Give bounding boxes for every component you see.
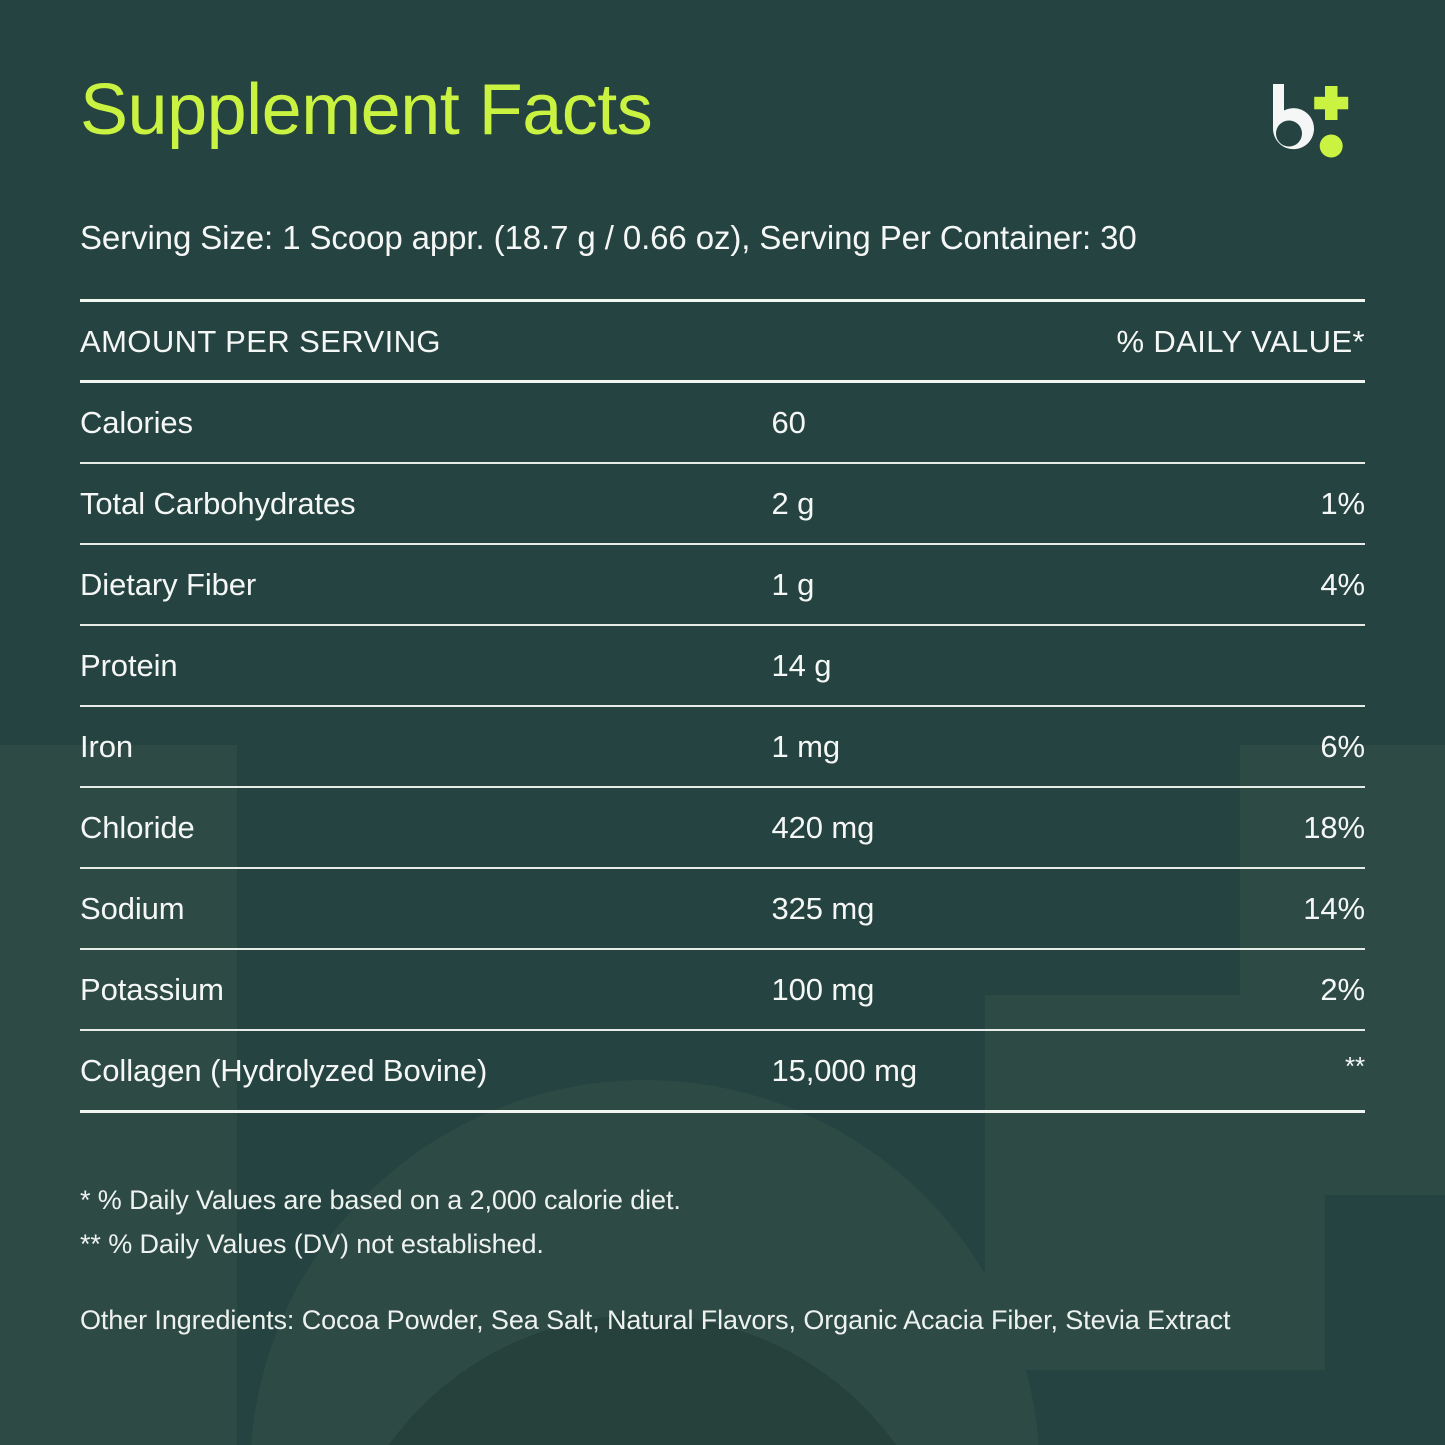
b-plus-logo [1269,84,1361,164]
label-content: Supplement Facts Serving Size: 1 Scoop a… [80,0,1365,1342]
table-row: Total Carbohydrates 2 g 1% [80,463,1365,544]
nutrient-name: Calories [80,405,193,440]
table-row: Chloride 420 mg 18% [80,787,1365,868]
other-ingredients: Other Ingredients: Cocoa Powder, Sea Sal… [80,1305,1231,1336]
nutrient-name: Sodium [80,891,185,926]
nutrient-amount: 420 mg [771,810,875,845]
table-body: Calories 60 Total Carbohydrates 2 g 1% Dietar… [80,381,1365,1114]
table-row: Sodium 325 mg 14% [80,868,1365,949]
nutrient-name: Chloride [80,810,195,845]
nutrient-name: Collagen (Hydrolyzed Bovine) [80,1053,488,1088]
nutrient-amount: 100 mg [771,972,875,1007]
page-title: Supplement Facts [80,70,653,150]
table-row: Protein 14 g [80,625,1365,706]
nutrient-daily-value: 14% [1303,891,1365,926]
nutrient-daily-value: 1% [1320,486,1365,521]
header-amount-per-serving: AMOUNT PER SERVING [80,324,441,359]
nutrient-daily-value [1116,625,1365,706]
table-row: Dietary Fiber 1 g 4% [80,544,1365,625]
table-header-row: AMOUNT PER SERVING % DAILY VALUE* [80,300,1365,382]
nutrient-amount: 15,000 mg [771,1053,918,1088]
table-row: Calories 60 [80,381,1365,464]
table-bottom-rule-cell [80,1112,1365,1114]
nutrient-name: Iron [80,729,134,764]
nutrient-name: Potassium [80,972,224,1007]
nutrient-daily-value [1116,382,1365,464]
header: Supplement Facts [80,0,1365,164]
table-row: Potassium 100 mg 2% [80,949,1365,1030]
table-row: Collagen (Hydrolyzed Bovine) 15,000 mg ** [80,1030,1365,1112]
nutrient-daily-value: 6% [1320,729,1365,764]
nutrient-amount: 1 g [771,567,815,602]
serving-size-line: Serving Size: 1 Scoop appr. (18.7 g / 0.… [80,219,1137,256]
table-header: AMOUNT PER SERVING % DAILY VALUE* [80,300,1365,382]
nutrient-amount: 2 g [771,486,815,521]
footnote-daily-value: * % Daily Values are based on a 2,000 ca… [80,1185,681,1215]
nutrient-amount: 1 mg [771,729,840,764]
supplement-facts-table: AMOUNT PER SERVING % DAILY VALUE* Calori… [80,299,1365,1114]
footnote-not-established: ** % Daily Values (DV) not established. [80,1228,544,1259]
nutrient-name: Total Carbohydrates [80,486,356,521]
nutrient-daily-value: 18% [1303,810,1365,845]
nutrient-amount: 14 g [771,648,832,683]
nutrient-name: Dietary Fiber [80,567,257,602]
nutrient-name: Protein [80,648,178,683]
header-daily-value: % DAILY VALUE* [1116,324,1365,359]
header-amount-spacer [771,301,1116,382]
nutrient-amount: 60 [771,405,806,440]
nutrient-daily-value: 4% [1320,567,1365,602]
table-bottom-rule [80,1111,1365,1114]
nutrient-amount: 325 mg [771,891,875,926]
footnotes: * % Daily Values are based on a 2,000 ca… [80,1179,1365,1342]
nutrient-daily-value: 2% [1320,972,1365,1007]
table-row: Iron 1 mg 6% [80,706,1365,787]
nutrient-daily-value: ** [1344,1051,1365,1081]
